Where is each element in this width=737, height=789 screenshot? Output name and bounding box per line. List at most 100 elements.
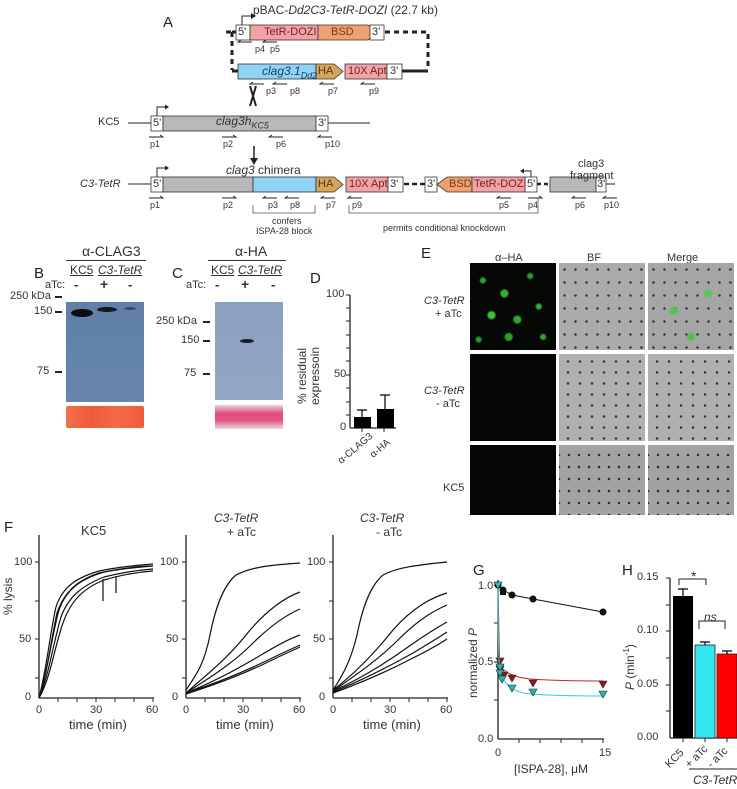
micrograph-aha-minus-atc	[470, 354, 556, 441]
seg-10x-apt: 10X Apt	[348, 65, 387, 77]
lysis-kinetics-plots	[35, 535, 448, 702]
primer-p3: p3	[266, 86, 277, 96]
bar-plus-atc	[694, 644, 716, 739]
primer-p8: p8	[290, 86, 301, 96]
divider-b	[66, 260, 146, 261]
bracket-1-line2: ISPA-28 block	[256, 226, 313, 236]
f3-ytick-0: 0	[319, 691, 326, 703]
micrograph-aha-kc5	[470, 445, 556, 515]
f1-xlabel: time (min)	[69, 717, 127, 732]
panel-label-g: G	[473, 562, 485, 579]
dose-response-plot	[493, 580, 608, 743]
construct-title-italic: Dd2C3-TetR-DOZI	[288, 3, 388, 17]
c3-5prime-b: 5'	[527, 178, 536, 190]
h-ylabel-sup: -1	[622, 648, 631, 656]
bar-ha	[377, 409, 394, 428]
lane-kc5-b: KC5	[70, 263, 94, 277]
bar-kc5	[673, 596, 693, 738]
bar-chart-h	[666, 577, 737, 770]
atc-c-2: +	[241, 276, 250, 292]
h-ytick-010: 0.10	[637, 624, 659, 636]
lane-c3tetr-b: C3-TetR	[98, 263, 143, 277]
h-group-label: C3-TetR	[693, 773, 737, 787]
g-ytick-1: 1.0	[478, 580, 494, 592]
e-row3-label: KC5	[443, 482, 465, 494]
marker-150-b: 150	[34, 305, 53, 317]
h-ylabel-text: (min	[623, 655, 637, 679]
ponceau-stain-b	[66, 406, 144, 428]
panel-label-h: H	[622, 562, 633, 579]
c3-primer-p8: p8	[290, 200, 301, 210]
bracket-2: permits conditional knockdown	[383, 223, 506, 233]
c3-primer-p6: p6	[575, 200, 586, 210]
construct-title-prefix: pBAC-	[253, 3, 289, 17]
chimera-label: clag3 chimera	[226, 163, 301, 177]
f2-xtick-60: 60	[293, 704, 306, 716]
c3-primer-p4: p4	[528, 200, 539, 210]
bar-minus-atc	[716, 653, 737, 739]
panel-label-c: C	[172, 265, 183, 282]
band-kc5	[71, 309, 93, 317]
kc5-3prime: 3'	[318, 117, 327, 129]
c3-primer-p5: p5	[499, 200, 510, 210]
c3-primer-p9: p9	[352, 200, 363, 210]
c3-3prime-b: 3'	[427, 178, 436, 190]
atc-b-1: -	[74, 277, 79, 292]
bar-clag3	[354, 417, 371, 428]
f-title2-italic: C3-TetR	[214, 511, 259, 525]
c3-3prime-a: 3'	[390, 178, 399, 190]
d-ytick-0: 0	[340, 421, 347, 433]
g-ytick-0: 0.0	[478, 733, 494, 745]
f2-xlabel: time (min)	[216, 717, 274, 732]
h-ylabel: P (min-1)	[622, 644, 637, 690]
f-ylabel: % lysis	[1, 577, 15, 615]
c3-primer-p1: p1	[150, 200, 161, 210]
panel-label-d: D	[310, 270, 321, 287]
chimera-text: chimera	[254, 163, 301, 177]
primer-p10: p10	[325, 139, 341, 149]
primer-p5: p5	[270, 44, 281, 54]
h-sig-star: *	[691, 568, 697, 584]
f1-ytick-50: 50	[19, 633, 32, 645]
f3-xtick-0: 0	[330, 704, 337, 716]
primer-p7: p7	[328, 86, 339, 96]
chimera-italic: clag3	[226, 163, 255, 177]
c3-tetr-dozi: TetR-DOZI	[474, 178, 527, 190]
fragment-label-1: clag3	[578, 158, 605, 170]
marker-250-c: 250 kDa	[156, 315, 197, 327]
f1-xtick-60: 60	[146, 704, 159, 716]
c3-primer-p10: p10	[604, 200, 620, 210]
primer-p4: p4	[255, 44, 266, 54]
locus-label-kc5: KC5	[98, 116, 120, 128]
c3-ha: HA	[318, 178, 334, 190]
seg-bsd: BSD	[331, 26, 354, 38]
micrograph-merge-plus-atc	[648, 263, 734, 350]
e-row1-label: + aTc	[435, 308, 462, 320]
g-xlabel: [ISPA-28], μM	[514, 762, 589, 776]
c3-primer-p7: p7	[326, 200, 337, 210]
c3-5prime: 5'	[153, 178, 162, 190]
c3-bsd: BSD	[449, 178, 472, 190]
micrograph-bf-kc5	[559, 445, 645, 515]
f2-xtick-30: 30	[237, 704, 250, 716]
c3-primer-p3: p3	[268, 200, 279, 210]
f3-ytick-50: 50	[313, 633, 326, 645]
g-ylabel-italic: P	[466, 627, 480, 636]
c3-primer-p2: p2	[223, 200, 234, 210]
locus-label-c3tetr: C3-TetR	[80, 178, 121, 190]
seg-clag3-dd2: clag3.1Dd2	[262, 64, 317, 80]
construct-title-suffix: (22.7 kb)	[387, 3, 438, 17]
atc-c-1: -	[215, 277, 220, 292]
band-c3-noatc	[124, 307, 136, 310]
primer-p1: p1	[150, 139, 161, 149]
micrograph-merge-minus-atc	[648, 354, 734, 441]
f2-xtick-0: 0	[183, 704, 190, 716]
marker-75-c: 75	[184, 367, 197, 379]
d-ylabel: % residual expressoin	[295, 347, 322, 405]
g-ytick-05: 0.5	[478, 656, 494, 668]
band-ha	[240, 339, 254, 343]
atc-b-3: -	[128, 277, 133, 292]
f3-xtick-60: 60	[440, 704, 453, 716]
fragment-label-2: fragment	[570, 170, 614, 182]
h-ylabel-end: )	[623, 644, 637, 649]
